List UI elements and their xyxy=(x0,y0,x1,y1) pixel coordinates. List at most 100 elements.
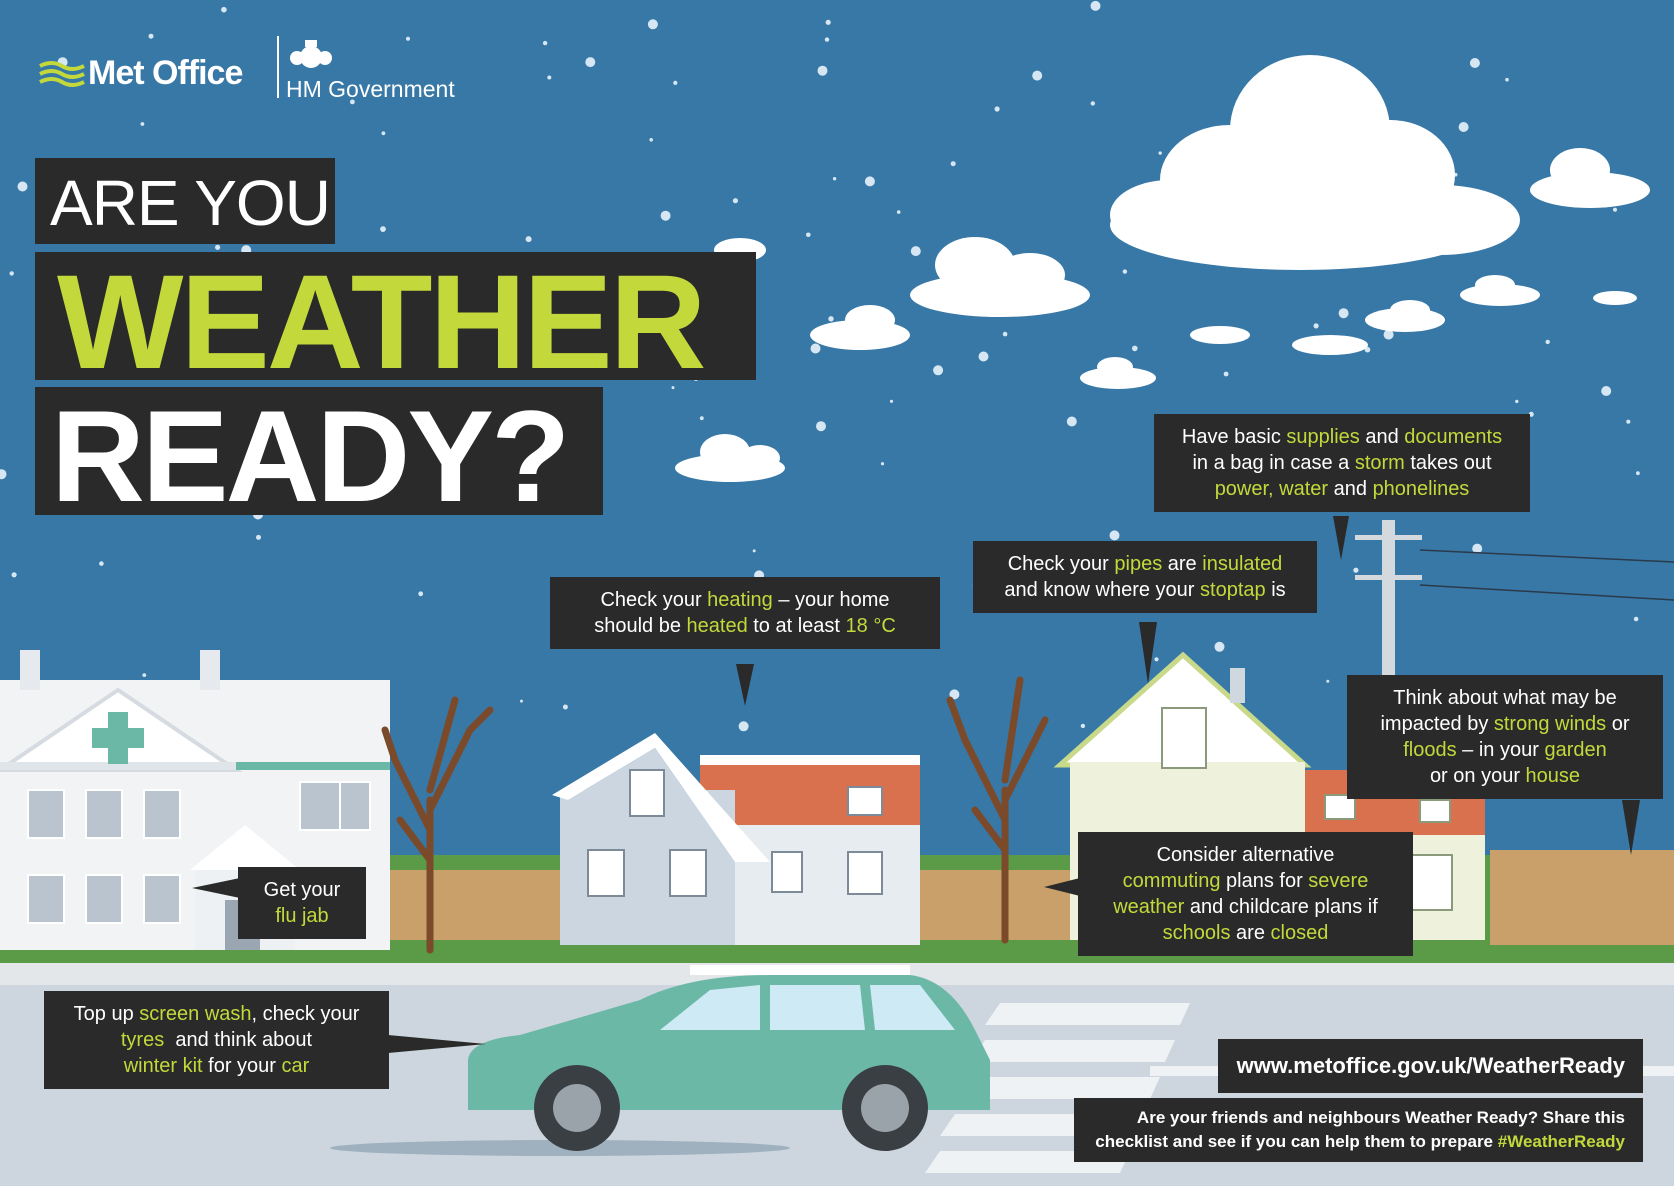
tip-pipes-pointer xyxy=(1139,622,1157,684)
title-line-3: READY? xyxy=(51,383,570,529)
highlighted-keyword: floods xyxy=(1403,739,1457,761)
logo-divider xyxy=(277,36,279,98)
snowflake xyxy=(1613,207,1617,212)
tip-text: Have basic xyxy=(1181,426,1287,448)
snowflake xyxy=(647,19,658,30)
tip-text: and think about xyxy=(164,1029,313,1051)
fence xyxy=(385,850,1674,945)
snowflake xyxy=(520,699,523,703)
snowflake xyxy=(1109,530,1120,541)
snowflake xyxy=(1090,0,1101,11)
snowflake xyxy=(1066,416,1077,427)
tip-text: and xyxy=(1359,426,1405,448)
snowflake xyxy=(99,561,104,566)
tip-text: is xyxy=(1265,579,1286,601)
snowflake xyxy=(1214,641,1225,652)
highlighted-keyword: pipes xyxy=(1114,553,1163,575)
tip-flu-jab-pointer xyxy=(192,878,240,898)
snowflake xyxy=(1545,339,1550,345)
highlighted-keyword: commuting xyxy=(1122,870,1221,892)
tip-pipes: Check your pipes are insulated and know w… xyxy=(973,541,1317,613)
snowflake xyxy=(1080,723,1086,729)
snowflake xyxy=(0,469,7,480)
house xyxy=(552,733,920,945)
snowflake xyxy=(832,177,837,181)
title-are-you: ARE YOU xyxy=(35,158,335,244)
highlighted-keyword: #WeatherReady xyxy=(1497,1132,1625,1151)
royal-crest-icon xyxy=(290,40,332,68)
highlighted-keyword: storm xyxy=(1354,452,1405,474)
snowflake xyxy=(1515,399,1519,404)
snowflake xyxy=(1633,616,1639,622)
snowflake xyxy=(950,161,956,167)
snowflake xyxy=(11,572,17,578)
snowflake xyxy=(806,232,811,238)
snowflake xyxy=(1458,122,1469,132)
met-office-logo-icon xyxy=(39,61,85,87)
tip-commuting: Consider alternative commuting plans for … xyxy=(1078,832,1413,956)
snowflake xyxy=(547,75,552,80)
snowflake xyxy=(17,181,28,192)
highlighted-keyword: insulated xyxy=(1202,553,1283,575)
snowflake xyxy=(671,386,675,390)
snowflake xyxy=(732,198,739,204)
snowflake xyxy=(649,138,653,142)
weather-ready-url-link[interactable]: www.metoffice.gov.uk/WeatherReady xyxy=(1218,1039,1643,1093)
snowflake xyxy=(380,226,386,233)
tip-text: in a bag in case a xyxy=(1192,452,1355,474)
share-message: Are your friends and neighbours Weather … xyxy=(1074,1098,1643,1162)
snowflake xyxy=(824,37,830,42)
cloud xyxy=(675,148,1650,482)
tip-text: impacted by xyxy=(1380,713,1494,735)
snowflake xyxy=(816,421,826,432)
snowflake xyxy=(1383,329,1394,340)
snowflake xyxy=(1122,269,1128,274)
title-line-2: WEATHER xyxy=(57,248,706,397)
snowflake xyxy=(562,704,568,710)
snowflake xyxy=(1505,77,1509,82)
highlighted-keyword: winter kit xyxy=(123,1055,203,1077)
snowflake xyxy=(525,236,532,243)
snowflake xyxy=(1158,151,1162,155)
tip-text: for your xyxy=(202,1055,282,1077)
snowflake xyxy=(1032,70,1043,81)
cloud-large xyxy=(1110,55,1520,270)
tip-text: to at least xyxy=(747,615,846,637)
tip-text: and know where your xyxy=(1004,579,1201,601)
snowflake xyxy=(1472,543,1483,554)
tip-heating: Check your heating – your home should be … xyxy=(550,577,940,649)
snowflake xyxy=(585,57,596,68)
snowflake xyxy=(752,549,756,553)
snowflake xyxy=(910,246,921,257)
snowflake xyxy=(1626,419,1631,424)
tip-text: are xyxy=(1230,922,1271,944)
snowflake xyxy=(1313,323,1319,329)
snowflake xyxy=(889,399,894,403)
tip-text: or on your xyxy=(1429,765,1526,787)
tip-text: Are your friends and neighbours Weather … xyxy=(1136,1108,1625,1127)
snowflake xyxy=(140,122,145,126)
snowflake xyxy=(148,33,154,39)
snowflake xyxy=(1326,679,1330,683)
snowflake xyxy=(9,271,14,276)
tip-supplies: Have basic supplies and documents in a ba… xyxy=(1154,414,1530,512)
highlighted-keyword: phonelines xyxy=(1372,478,1470,500)
tip-text: Check your xyxy=(600,589,708,611)
tip-text: and childcare plans if xyxy=(1184,896,1378,918)
tip-text: Get your xyxy=(263,879,341,901)
snowflake xyxy=(1090,101,1096,106)
tip-text: Think about what may be xyxy=(1393,687,1617,709)
snowflake xyxy=(381,131,386,136)
highlighted-keyword: schools xyxy=(1162,922,1231,944)
snowflake xyxy=(828,316,834,322)
highlighted-keyword: closed xyxy=(1270,922,1329,944)
telegraph-pole xyxy=(1355,520,1674,675)
tip-supplies-pointer xyxy=(1333,516,1349,560)
snowflake xyxy=(673,80,678,85)
highlighted-keyword: stoptap xyxy=(1200,579,1266,601)
highlighted-keyword: flu jab xyxy=(275,905,329,927)
highlighted-keyword: severe xyxy=(1308,870,1369,892)
snowflake xyxy=(1636,471,1640,476)
tip-car-pointer xyxy=(388,1035,486,1053)
snowflake xyxy=(880,462,885,466)
